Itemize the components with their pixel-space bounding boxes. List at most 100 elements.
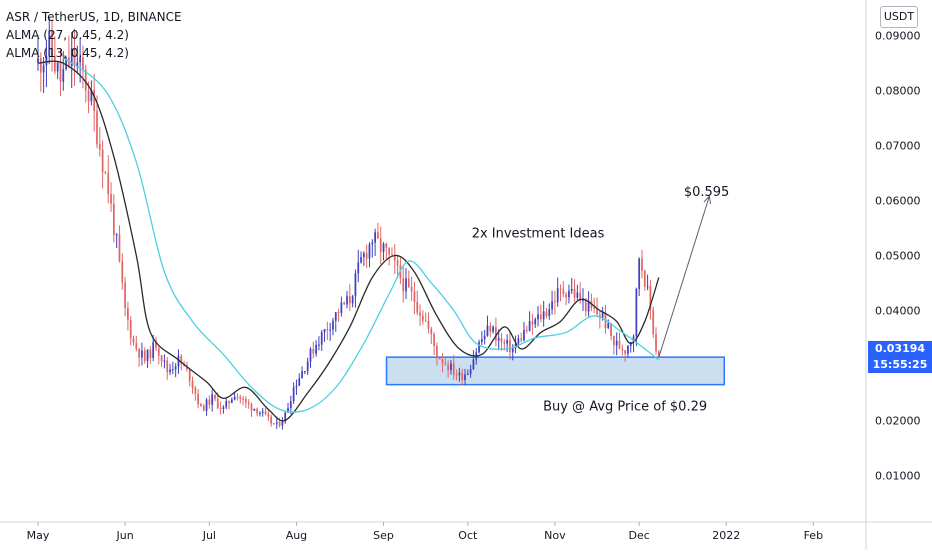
candle-body [214, 394, 216, 399]
candle-body [315, 344, 317, 354]
candle-body [264, 411, 267, 415]
annotation-target-price: $0.595 [684, 185, 730, 200]
candle-body [385, 243, 388, 248]
candle-body [388, 247, 391, 255]
candle-body [357, 262, 360, 274]
candle-body [326, 329, 329, 331]
candle-body [576, 292, 579, 298]
candle-body [405, 278, 407, 292]
candle-body [593, 307, 596, 309]
candle-body [236, 396, 239, 398]
candle-body [478, 341, 480, 353]
candle-body [354, 273, 357, 297]
candle-body [584, 298, 587, 312]
candle-body [115, 234, 118, 236]
chart-legend: ASR / TetherUS, 1D, BINANCE ALMA (27, 0.… [6, 8, 182, 62]
candle-body [624, 350, 626, 354]
candle-body [587, 300, 590, 312]
candle-body [534, 319, 537, 325]
candle-body [129, 320, 132, 339]
candle-body [627, 345, 629, 354]
candle-body [82, 57, 84, 70]
candle-body [635, 288, 638, 337]
candle-body [87, 90, 90, 102]
time-tick-label: Jun [115, 529, 133, 542]
candle-body [618, 340, 621, 349]
candle-body [211, 394, 214, 405]
candle-body [407, 278, 410, 287]
candle-body [489, 325, 492, 332]
candle-body [289, 401, 292, 409]
candle-body [596, 308, 598, 315]
symbol-title: ASR / TetherUS, 1D, BINANCE [6, 10, 182, 24]
candle-body [301, 371, 303, 379]
candle-body [410, 286, 413, 292]
candle-body [160, 355, 163, 362]
candle-body [337, 312, 340, 314]
candle-body [641, 258, 643, 271]
candle-body [348, 296, 351, 304]
candle-body [343, 302, 346, 305]
candle-body [486, 325, 489, 336]
candle-body [177, 355, 180, 367]
candle-body [607, 323, 610, 329]
candle-body [166, 360, 169, 373]
candle-body [230, 399, 233, 403]
indicator-alma-27[interactable]: ALMA (27, 0.45, 4.2) [6, 28, 129, 42]
indicator-alma-13[interactable]: ALMA (13, 0.45, 4.2) [6, 46, 129, 60]
candle-body [222, 407, 225, 409]
candle-body [304, 371, 306, 373]
time-tick-label: Nov [544, 529, 566, 542]
candle-body [45, 56, 48, 66]
candle-body [466, 374, 469, 376]
candle-body [568, 290, 570, 298]
candle-body [242, 398, 244, 400]
candle-body [287, 408, 289, 413]
price-tick-label: 0.07000 [875, 140, 921, 153]
candle-body [503, 342, 506, 344]
candle-body [132, 338, 135, 343]
currency-badge[interactable]: USDT [880, 6, 918, 28]
candle-body [247, 402, 250, 405]
candle-body [559, 288, 562, 290]
candle-body [309, 348, 312, 362]
candle-body [368, 244, 371, 259]
candle-body [436, 346, 438, 358]
candle-body [228, 401, 230, 403]
candle-body [528, 321, 531, 331]
candle-body [152, 341, 155, 358]
annotation-buy-price: Buy @ Avg Price of $0.29 [543, 399, 707, 414]
candle-body [447, 364, 450, 371]
candle-body [56, 62, 59, 72]
candle-body [253, 408, 256, 411]
candle-body [51, 30, 53, 57]
candle-body [469, 369, 472, 375]
candle-body [556, 288, 559, 303]
price-tick-label: 0.09000 [875, 30, 921, 43]
candle-body [112, 203, 115, 235]
candle-body [188, 369, 191, 381]
candle-body [598, 314, 601, 318]
candle-body [421, 315, 424, 321]
candle-body [200, 404, 202, 406]
candle-body [329, 329, 332, 331]
price-tick-label: 0.05000 [875, 250, 921, 263]
candle-body [197, 393, 199, 405]
candle-body [472, 359, 475, 370]
candle-body [48, 30, 51, 57]
alma-13-line [37, 60, 660, 422]
candle-body [657, 351, 660, 357]
candle-body [225, 401, 228, 408]
candle-body [194, 387, 197, 394]
candle-body [259, 412, 261, 414]
candle-body [96, 110, 98, 145]
candle-body [396, 260, 399, 266]
candle-body [511, 348, 514, 353]
candle-body [517, 338, 520, 344]
candle-body [365, 253, 368, 259]
candle-body [579, 292, 582, 301]
candle-body [334, 312, 337, 321]
candle-body [275, 422, 278, 424]
